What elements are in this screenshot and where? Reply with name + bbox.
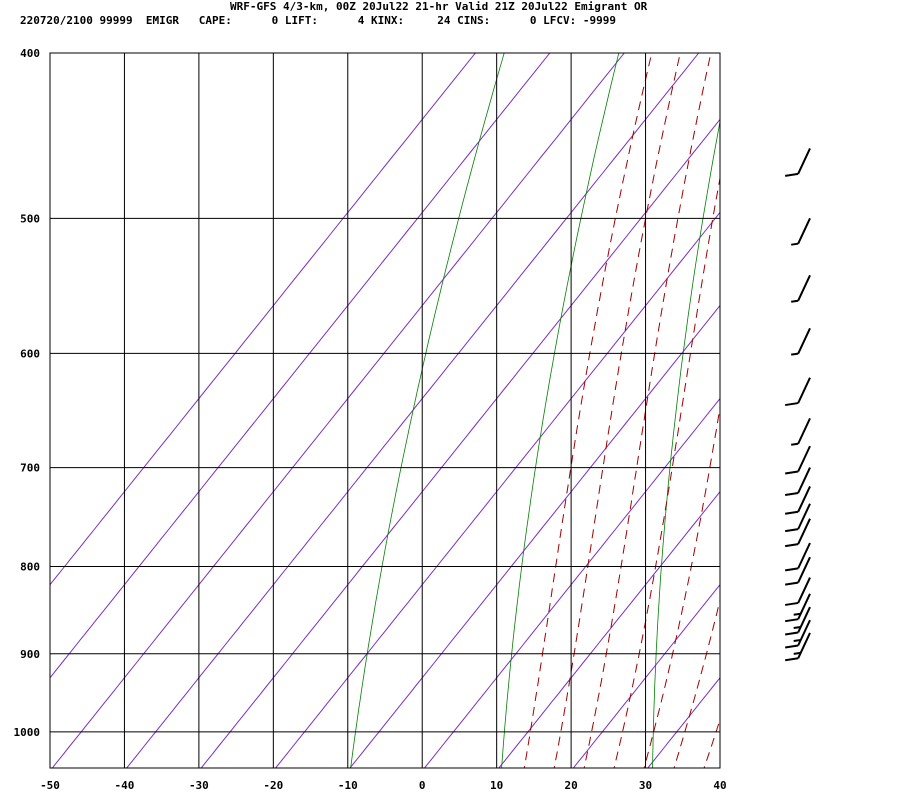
x-tick-label: 0: [419, 779, 426, 792]
moist-adiabat-line: [703, 718, 720, 768]
isotherm-line: [572, 583, 720, 768]
wind-barb: [785, 542, 811, 572]
wind-barb: [785, 485, 811, 515]
moist-adiabat-line: [643, 404, 720, 768]
wind-barb: [791, 417, 811, 446]
wind-barb: [785, 518, 811, 548]
dry-adiabat-line: [801, 15, 855, 775]
wind-barb: [785, 606, 811, 636]
isotherm-line: [717, 15, 900, 775]
isotherm-line: [200, 118, 720, 768]
grid-lines: [49, 52, 721, 768]
moist-adiabat-line: [583, 53, 712, 768]
wind-barb: [785, 632, 811, 662]
x-tick-label: 10: [490, 779, 503, 792]
pressure-tick-label: 700: [20, 462, 40, 475]
moist-adiabat-line: [613, 175, 720, 768]
wind-barb: [791, 274, 811, 303]
moist-adiabat-line: [791, 15, 900, 775]
pressure-tick-label: 1000: [14, 726, 41, 739]
wind-barb: [785, 593, 811, 623]
moist-adiabat-line: [732, 15, 900, 775]
wind-barb: [785, 619, 811, 649]
x-tick-label: -50: [40, 779, 60, 792]
moist-adiabat-line: [880, 15, 900, 775]
isotherm-line: [423, 397, 720, 768]
x-tick-labels: -50 -40 -30 -20 -10 0 10 20 30 40: [40, 779, 727, 792]
isotherm-line: [791, 15, 900, 775]
wind-barb: [785, 503, 811, 533]
wind-barb: [785, 577, 811, 606]
chart-header-model-run: WRF-GFS 4/3-km, 00Z 20Jul22 21-hr Valid …: [230, 0, 648, 13]
isotherm-line: [274, 211, 720, 768]
dewpoint-profile: [742, 107, 883, 648]
dry-adiabat-line: [652, 119, 720, 768]
x-tick-label: 30: [639, 779, 652, 792]
pressure-tick-label: 400: [20, 47, 40, 60]
moist-adiabat-line: [761, 15, 900, 775]
isotherm-line: [51, 53, 625, 768]
isotherm-line: [866, 15, 900, 775]
isotherm-line: [349, 304, 720, 768]
pressure-tick-label: 500: [20, 212, 40, 225]
wind-barb: [791, 217, 811, 246]
pressure-tick-labels: 400 500 600 700 800 900 1000: [14, 47, 41, 739]
moist-adiabat-line: [523, 53, 653, 768]
wind-barb: [791, 327, 811, 356]
chart-header-indices: 220720/2100 99999 EMIGR CAPE: 0 LIFT: 4 …: [20, 14, 617, 27]
dry-adiabat-line: [501, 53, 620, 768]
wind-barb: [785, 556, 811, 586]
moist-adiabat-line: [553, 53, 681, 768]
pressure-tick-label: 800: [20, 561, 40, 574]
x-tick-label: 40: [713, 779, 726, 792]
pressure-tick-label: 600: [20, 347, 40, 360]
plot-frame: [49, 52, 721, 769]
dry-adiabat-lines: [350, 15, 855, 775]
wind-barb: [785, 377, 811, 407]
x-tick-label: 20: [564, 779, 577, 792]
isotherm-line: [50, 53, 551, 679]
wind-barb: [785, 467, 811, 496]
moist-adiabat-line: [851, 15, 900, 775]
moist-adiabat-line: [673, 598, 720, 768]
x-tick-label: -30: [189, 779, 209, 792]
x-tick-label: -40: [115, 779, 135, 792]
moist-adiabat-line: [821, 15, 900, 775]
sounding-profiles: [742, 107, 900, 648]
moist-adiabat-lines: [523, 15, 900, 775]
isotherm-line: [126, 53, 700, 768]
dry-adiabat-line: [350, 53, 505, 768]
x-tick-label: -20: [263, 779, 283, 792]
isotherm-line: [498, 490, 720, 768]
isotherm-line: [50, 53, 477, 586]
wind-barb: [785, 445, 811, 475]
x-tick-label: -10: [338, 779, 358, 792]
isotherm-line: [647, 677, 720, 768]
pressure-tick-label: 900: [20, 648, 40, 661]
wind-barb: [785, 148, 811, 177]
isotherm-lines: [50, 15, 900, 775]
wind-barbs: [785, 148, 811, 662]
